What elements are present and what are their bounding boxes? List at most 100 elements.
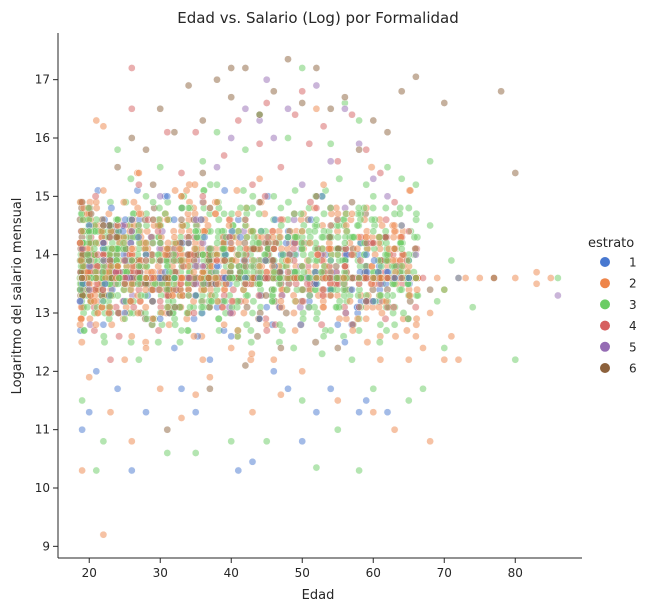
data-point-estrato-4 [298,87,307,96]
data-point-estrato-4 [156,297,165,306]
cloud-point [170,256,178,265]
data-point-estrato-1 [127,215,136,224]
legend-label-4: 4 [629,319,637,333]
data-point-estrato-3 [227,262,236,271]
data-point-estrato-3 [220,209,228,218]
cloud-point [191,180,199,189]
cloud-point [170,215,178,224]
data-point-estrato-4 [149,215,157,224]
data-point-estrato-3 [177,326,186,335]
cloud-point [368,215,376,224]
data-point-estrato-2 [99,530,108,539]
cloud-point [318,349,326,358]
x-tick-label: 60 [366,566,381,580]
cloud-point [135,209,144,218]
cloud-point [243,291,252,300]
data-point-estrato-3 [85,227,94,236]
cloud-point [119,227,127,236]
data-point-estrato-2 [475,274,484,282]
data-point-estrato-4 [419,274,427,282]
x-ticks: 20 30 40 50 60 70 80 [82,558,523,580]
data-point-estrato-2 [255,262,264,271]
data-point-estrato-3 [397,244,406,253]
cloud-point [192,215,201,224]
data-point-estrato-6 [312,192,321,201]
cloud-point [220,256,229,265]
cloud-point [115,332,123,341]
cloud-point [261,192,270,201]
data-point-estrato-5 [326,157,335,166]
cloud-point [389,256,397,265]
cloud-point [413,285,421,294]
y-ticks: 9 10 11 12 13 14 15 16 17 [35,73,58,553]
cloud-point [149,274,158,282]
data-point-estrato-2 [419,344,427,352]
data-point-estrato-1 [383,408,392,417]
data-point-estrato-5 [454,274,463,282]
data-point-estrato-3 [92,466,101,475]
cloud-point [346,297,354,306]
data-point-estrato-3 [163,449,172,457]
cloud-point [262,326,271,335]
cloud-point [319,303,328,312]
cloud-point [107,204,116,212]
cloud-point [197,303,206,312]
cloud-point [218,303,227,312]
data-point-estrato-3 [447,256,456,265]
cloud-point [76,297,84,306]
cloud-point [92,274,100,282]
data-point-estrato-6 [241,64,250,72]
y-tick-label: 13 [35,306,50,320]
data-point-estrato-3 [277,204,285,212]
data-point-estrato-3 [227,437,236,446]
data-point-estrato-6 [213,75,221,84]
data-point-estrato-3 [319,332,328,341]
cloud-point [190,332,198,341]
data-point-estrato-4 [291,110,299,119]
cloud-point [175,244,184,253]
data-point-estrato-2 [135,169,143,177]
cloud-point [318,233,326,242]
data-point-estrato-1 [341,338,349,347]
cloud-point [275,268,284,277]
data-point-estrato-3 [312,463,321,472]
data-point-estrato-2 [248,408,257,417]
data-point-estrato-6 [383,128,392,137]
cloud-point [80,326,89,335]
data-point-estrato-2 [220,320,228,329]
cloud-point [141,285,150,294]
data-point-estrato-3 [262,437,271,446]
cloud-point [113,244,122,253]
legend-marker-5 [600,341,610,352]
cloud-point [184,326,192,335]
data-point-estrato-4 [277,163,285,172]
cloud-point [211,291,220,300]
cloud-point [214,215,223,224]
legend-marker-2 [600,278,610,289]
cloud-point [106,262,115,271]
data-point-estrato-2 [546,274,555,282]
cloud-point [76,320,84,329]
data-point-estrato-6 [269,87,278,96]
cloud-point [305,274,314,282]
data-point-estrato-3 [213,128,221,137]
data-point-estrato-4 [326,221,335,230]
cloud-point [99,332,108,341]
cloud-point [106,233,114,242]
data-point-estrato-4 [127,104,136,113]
cloud-point [84,204,93,212]
y-tick-label: 11 [35,423,50,437]
data-point-estrato-6 [170,128,179,137]
legend-label-6: 6 [629,362,637,376]
data-point-estrato-2 [99,122,108,131]
cloud-point [141,239,150,247]
data-point-estrato-4 [220,151,228,160]
cloud-point [347,250,356,259]
cloud-point [353,314,362,323]
data-point-estrato-2 [298,367,307,376]
data-point-estrato-1 [269,367,278,376]
cloud-point [129,303,138,312]
cloud-point [362,250,371,259]
cloud-point [376,291,385,300]
